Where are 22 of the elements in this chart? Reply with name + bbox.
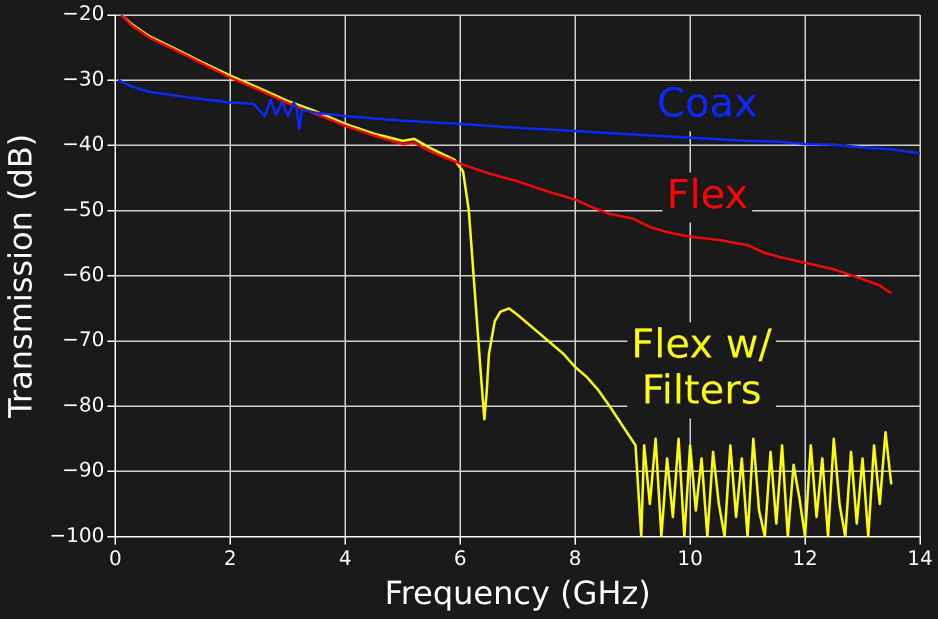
- x-tick-label: 6: [454, 546, 467, 570]
- x-tick-label: 4: [338, 546, 352, 570]
- y-tick-label: −70: [62, 327, 104, 352]
- series-label: Coax: [657, 80, 758, 127]
- y-tick-label: −30: [62, 66, 104, 90]
- x-tick-label: 2: [224, 546, 237, 570]
- y-tick-label: −60: [62, 262, 104, 286]
- y-tick-label: −40: [62, 132, 104, 156]
- y-tick-label: −20: [62, 1, 104, 26]
- x-axis-title: Frequency (GHz): [384, 574, 651, 612]
- series-label: Flex: [666, 172, 748, 218]
- x-tick-label: 10: [677, 546, 703, 570]
- x-tick-label: 0: [108, 546, 122, 570]
- x-tick-label: 8: [568, 546, 582, 570]
- y-tick-label: −100: [49, 522, 104, 547]
- y-tick-label: −90: [62, 458, 104, 482]
- y-tick-label: −80: [62, 392, 104, 416]
- x-tick-label: 12: [792, 546, 818, 570]
- series-label: Flex w/ Filters: [631, 322, 772, 414]
- y-tick-label: −50: [62, 196, 104, 221]
- y-axis-title: Transmission (dB): [2, 134, 40, 419]
- x-tick-label: 14: [907, 546, 933, 570]
